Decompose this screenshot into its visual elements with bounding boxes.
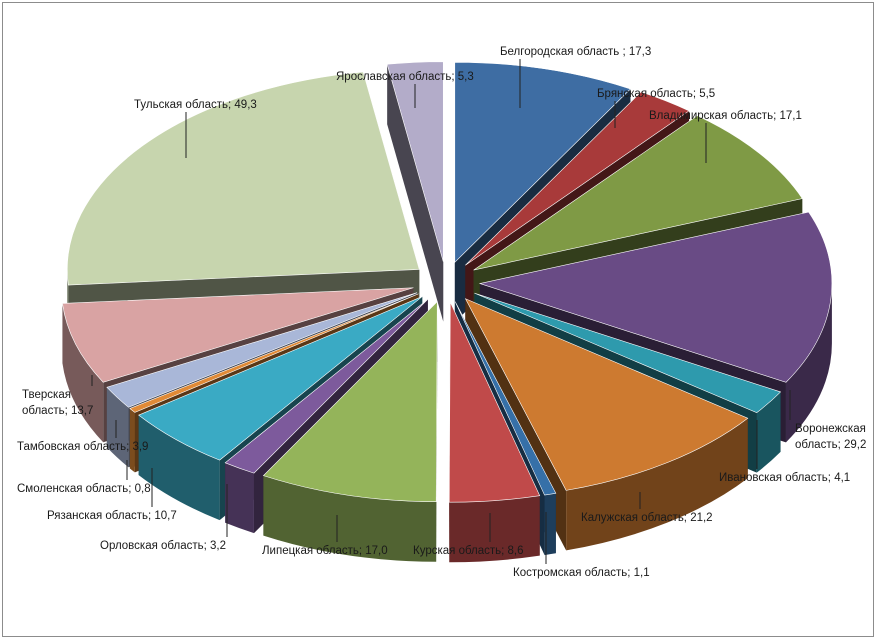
slice-outer-wall [138,415,220,521]
slice-label: Владимирская область; 17,1 [649,110,802,122]
slice-labels: Белгородская область ; 17,3 Брянская обла… [17,46,866,579]
slice-label: Воронежская область; 29,2 [795,423,866,451]
slice-outer-wall [263,475,437,562]
pie-slice-4[interactable] [478,211,833,383]
slice-label: Липецкая область; 17,0 [262,545,388,557]
slice-label: Ивановская область; 4,1 [719,472,850,484]
pie-slice-12[interactable] [129,293,419,413]
pie-slice-13[interactable] [106,292,418,408]
pie-slice-16[interactable] [386,61,444,262]
pie-slice-6[interactable] [464,298,749,491]
slice-label: Калужская область; 21,2 [581,512,713,524]
leader-lines [91,59,791,564]
slice-label: Костромская область; 1,1 [513,567,650,579]
slice-label: Тверская область; 13,7 [22,389,93,417]
pie-slice-15[interactable] [66,71,420,286]
slice-outer-wall [544,493,556,556]
pie-slice-2[interactable] [465,91,690,266]
slice-label: Белгородская область ; 17,3 [500,46,651,58]
slice-label: Ярославская область; 5,3 [336,71,474,83]
slice-outer-wall [566,418,748,551]
pie-slice-14[interactable] [62,287,414,383]
slice-outer-wall [106,387,129,468]
pie-slice-3[interactable] [473,115,803,271]
slice-label: Тульская область; 49,3 [134,99,257,111]
pie-slice-10[interactable] [224,298,429,474]
slice-outer-wall [756,391,781,473]
slice-label: Рязанская область; 10,7 [47,510,177,522]
slice-wall [387,64,444,322]
slice-outer-wall [225,462,254,534]
slice-label: Орловская область; 3,2 [100,540,226,552]
pie-slice-5[interactable] [474,292,782,414]
slice-outer-wall [449,495,540,563]
pie-slice-9[interactable] [262,300,438,503]
slice-label: Смоленская область; 0,8 [17,483,151,495]
pie-slice-8[interactable] [448,302,541,503]
slice-label: Курская область; 8,6 [413,545,524,557]
pie-tops [62,61,833,503]
pie-slice-1[interactable] [454,61,632,264]
slice-label: Брянская область; 5,5 [597,88,715,100]
slice-label: Тамбовская область; 3,9 [17,441,148,453]
pie-slice-7[interactable] [454,301,557,496]
pie-slice-11[interactable] [138,296,423,461]
slice-outer-wall [129,408,135,473]
slice-outer-wall [785,283,832,443]
